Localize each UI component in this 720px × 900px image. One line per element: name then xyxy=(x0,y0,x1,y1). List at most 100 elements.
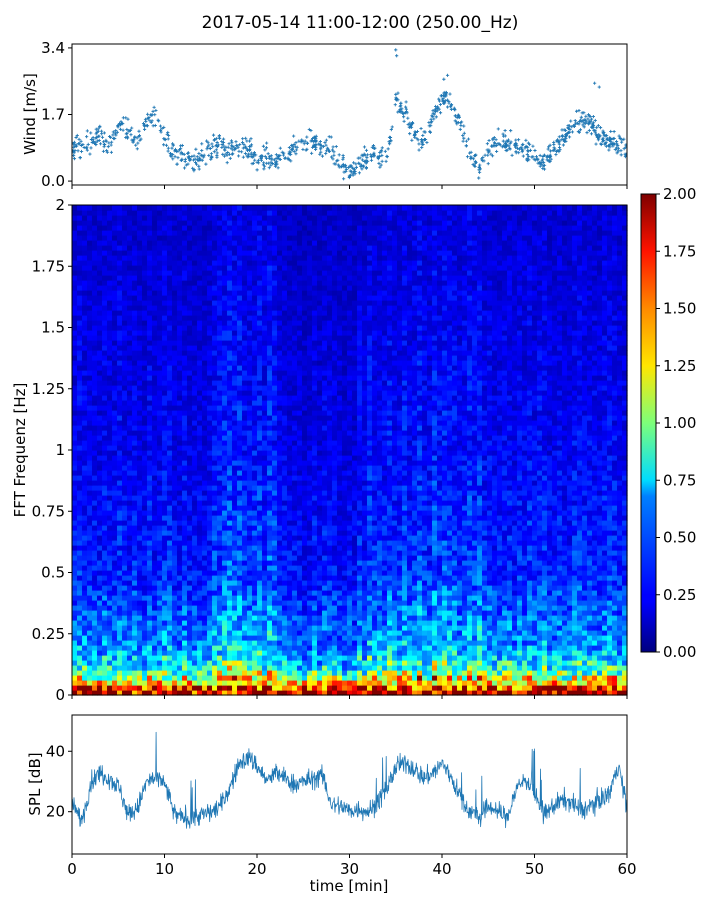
heatmap-cell xyxy=(82,550,88,556)
heatmap-cell xyxy=(237,560,243,566)
heatmap-cell xyxy=(482,555,488,561)
heatmap-cell xyxy=(102,580,108,586)
heatmap-cell xyxy=(227,685,233,691)
wind-point xyxy=(293,145,297,149)
heatmap-cell xyxy=(282,690,288,696)
heatmap-cell xyxy=(482,600,488,606)
heatmap-cell xyxy=(487,675,493,681)
wind-point xyxy=(247,139,252,143)
heatmap-cell xyxy=(317,560,323,566)
heatmap-cell xyxy=(257,655,263,661)
heatmap-cell xyxy=(182,590,188,596)
heatmap-cell xyxy=(252,645,258,651)
heatmap-cell xyxy=(322,610,328,616)
heatmap-cell xyxy=(582,540,588,546)
heatmap-cell xyxy=(607,560,613,566)
heatmap-cell xyxy=(562,565,568,571)
wind-point xyxy=(225,161,229,165)
heatmap-cell xyxy=(462,530,468,536)
heatmap-cell xyxy=(312,630,318,636)
heatmap-cell xyxy=(567,635,573,641)
heatmap-cell xyxy=(402,605,408,611)
heatmap-cell xyxy=(497,535,503,541)
heatmap-cell xyxy=(142,525,148,531)
heatmap-cell xyxy=(462,540,468,546)
heatmap-cell xyxy=(537,555,543,561)
heatmap-cell xyxy=(152,655,158,661)
heatmap-cell xyxy=(227,665,233,671)
heatmap-cell xyxy=(622,670,628,676)
heatmap-cell xyxy=(377,670,383,676)
heatmap-cell xyxy=(187,625,193,631)
heatmap-cell xyxy=(567,675,573,681)
heatmap-cell xyxy=(202,565,208,571)
heatmap-cell xyxy=(252,560,258,566)
heatmap-cell xyxy=(342,645,348,651)
heatmap-cell xyxy=(287,690,293,696)
heatmap-cell xyxy=(247,540,253,546)
heatmap-cell xyxy=(152,620,158,626)
wind-point xyxy=(79,149,84,154)
heatmap-cell xyxy=(182,595,188,601)
heatmap-cell xyxy=(227,605,233,611)
heatmap-cell xyxy=(522,565,528,571)
heatmap-cell xyxy=(177,550,183,556)
heatmap-cell xyxy=(497,560,503,566)
heatmap-cell xyxy=(117,615,123,621)
wind-point xyxy=(579,120,583,124)
heatmap-cell xyxy=(117,565,123,571)
heatmap-cell xyxy=(332,560,338,566)
wind-point xyxy=(352,167,357,171)
heatmap-cell xyxy=(227,570,233,576)
heatmap-cell xyxy=(592,620,598,626)
heatmap-cell xyxy=(422,650,428,656)
heatmap-cell xyxy=(497,555,503,561)
heatmap-cell xyxy=(252,525,258,531)
heatmap-cell xyxy=(407,550,413,556)
heatmap-cell xyxy=(447,550,453,556)
wind-point xyxy=(501,139,505,143)
heatmap-cell xyxy=(222,550,228,556)
wind-point xyxy=(342,165,346,169)
heatmap-cell xyxy=(552,635,558,641)
heatmap-cell xyxy=(347,565,353,571)
wind-point xyxy=(282,151,286,155)
heatmap-cell xyxy=(537,600,543,606)
wind-point xyxy=(225,153,229,157)
heatmap-cell xyxy=(567,525,573,531)
heatmap-cell xyxy=(477,640,483,646)
heatmap-cell xyxy=(572,590,578,596)
heatmap-cell xyxy=(87,550,93,556)
heatmap-cell xyxy=(277,680,283,686)
heatmap-cell xyxy=(207,535,213,541)
heatmap-cell xyxy=(162,530,168,536)
heatmap-cell xyxy=(457,660,463,666)
heatmap-cell xyxy=(92,535,98,541)
heatmap-cell xyxy=(572,620,578,626)
heatmap-cell xyxy=(467,555,473,561)
heatmap-cell xyxy=(612,540,618,546)
heatmap-cell xyxy=(152,585,158,591)
heatmap-cell xyxy=(77,650,83,656)
heatmap-cell xyxy=(382,620,388,626)
heatmap-cell xyxy=(177,610,183,616)
wind-point xyxy=(241,146,245,150)
heatmap-cell xyxy=(387,625,393,631)
heatmap-cell xyxy=(572,670,578,676)
heatmap-cell xyxy=(297,635,303,641)
heatmap-cell xyxy=(567,625,573,631)
heatmap-cell xyxy=(467,545,473,551)
heatmap-cell xyxy=(137,530,143,536)
heatmap-cell xyxy=(592,570,598,576)
heatmap-cell xyxy=(537,595,543,601)
heatmap-cell xyxy=(182,625,188,631)
heatmap-cell xyxy=(422,640,428,646)
heatmap-cell xyxy=(247,615,253,621)
heatmap-cell xyxy=(77,600,83,606)
heatmap-cell xyxy=(617,550,623,556)
heatmap-cell xyxy=(432,525,438,531)
heatmap-cell xyxy=(207,675,213,681)
heatmap-cell xyxy=(607,675,613,681)
heatmap-cell xyxy=(502,575,508,581)
wind-point xyxy=(242,142,246,147)
